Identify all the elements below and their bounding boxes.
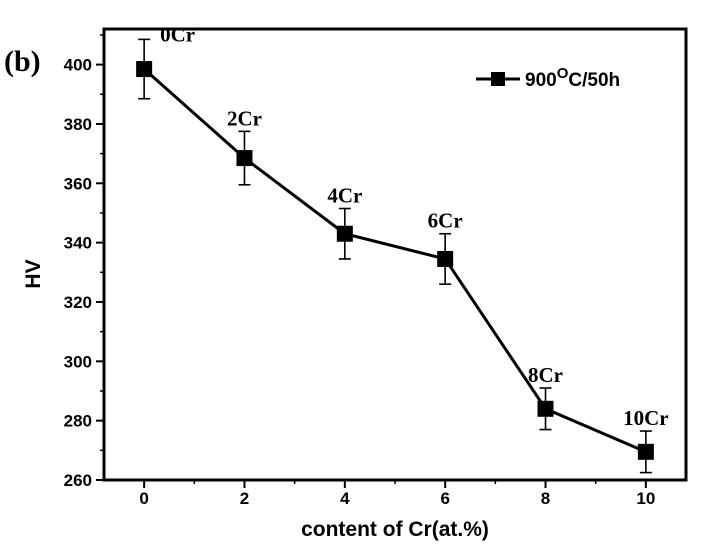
y-tick-label: 400 [64,56,92,75]
legend-marker [491,72,505,86]
x-tick-label: 10 [636,489,655,508]
y-tick-label: 320 [64,293,92,312]
data-point [437,250,454,267]
point-label: 8Cr [528,363,563,387]
x-tick-label: 6 [440,489,449,508]
plot-frame [102,27,688,482]
point-label: 10Cr [623,406,669,430]
data-point [236,150,253,167]
x-tick-label: 8 [541,489,550,508]
x-axis-label: content of Cr(at.%) [301,518,489,541]
point-label: 2Cr [227,106,262,130]
legend-label: 900OC/50h [525,65,620,91]
panel-label: (b) [4,45,41,78]
data-point [336,225,353,242]
y-tick-label: 300 [64,352,92,371]
y-tick-label: 280 [64,412,92,431]
y-tick-label: 260 [64,471,92,490]
y-axis-label: HV [22,259,45,288]
axis-ticks: 0 2 4 6 8 10 260 280 300 320 340 360 380 400 [64,34,655,508]
y-tick-label: 360 [64,174,92,193]
data-point [537,400,554,417]
x-tick-label: 4 [340,489,350,508]
point-label: 4Cr [327,184,362,208]
point-labels: 0Cr 2Cr 4Cr 6Cr 8Cr 10Cr [160,22,668,430]
series-line [143,67,647,454]
data-series [136,38,654,474]
y-tick-label: 380 [64,115,92,134]
x-tick-label: 0 [139,489,148,508]
legend: 900OC/50h [476,65,620,91]
point-label: 6Cr [428,209,463,233]
x-tick-label: 2 [240,489,249,508]
data-point [136,61,153,78]
data-point [637,443,654,460]
point-label: 0Cr [160,22,195,46]
legend-label-sup: O [557,65,569,82]
legend-label-suffix: C/50h [568,70,620,91]
legend-label-prefix: 900 [525,70,557,91]
y-tick-label: 340 [64,234,92,253]
